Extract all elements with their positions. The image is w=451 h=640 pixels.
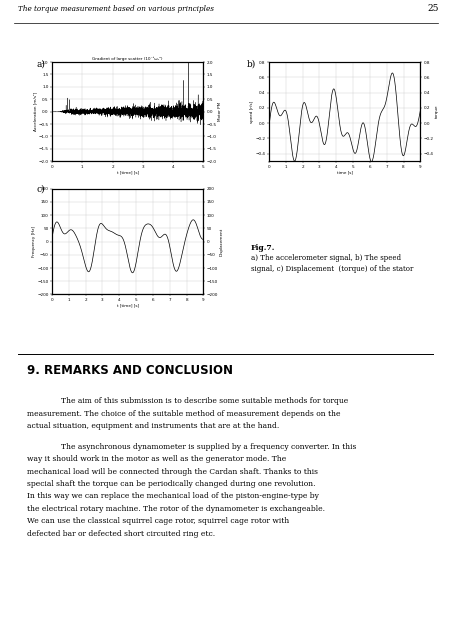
Text: b): b) — [246, 60, 255, 68]
Text: a): a) — [36, 60, 45, 68]
Text: a) The accelerometer signal, b) The speed
signal, c) Displacement  (torque) of t: a) The accelerometer signal, b) The spee… — [250, 254, 412, 273]
Text: 25: 25 — [426, 4, 437, 13]
Y-axis label: Displacement: Displacement — [219, 227, 223, 256]
X-axis label: time [s]: time [s] — [336, 170, 352, 174]
Title: Gradient of large scatter (10⁻³ω₀²): Gradient of large scatter (10⁻³ω₀²) — [92, 56, 162, 61]
Text: The asynchronous dynamometer is supplied by a frequency converter. In this: The asynchronous dynamometer is supplied… — [61, 443, 355, 451]
X-axis label: t [time] [s]: t [time] [s] — [116, 170, 138, 174]
Text: The aim of this submission is to describe some suitable methods for torque: The aim of this submission is to describ… — [61, 397, 348, 406]
Text: 9. REMARKS AND CONCLUSION: 9. REMARKS AND CONCLUSION — [27, 364, 233, 376]
X-axis label: t [time] [s]: t [time] [s] — [116, 303, 138, 307]
Text: In this way we can replace the mechanical load of the piston-engine-type by: In this way we can replace the mechanica… — [27, 493, 318, 500]
Text: The torque measurement based on various principles: The torque measurement based on various … — [18, 4, 214, 13]
Text: Fig.7.: Fig.7. — [250, 244, 275, 252]
Y-axis label: Motor PM: Motor PM — [218, 102, 222, 121]
Text: way it should work in the motor as well as the generator mode. The: way it should work in the motor as well … — [27, 455, 286, 463]
Text: special shaft the torque can be periodically changed during one revolution.: special shaft the torque can be periodic… — [27, 480, 315, 488]
Text: c): c) — [36, 184, 45, 193]
Y-axis label: torque: torque — [434, 105, 438, 118]
Y-axis label: speed [r/s]: speed [r/s] — [249, 100, 253, 123]
Text: We can use the classical squirrel cage rotor, squirrel cage rotor with: We can use the classical squirrel cage r… — [27, 517, 289, 525]
Y-axis label: Frequency [Hz]: Frequency [Hz] — [32, 226, 36, 257]
Text: mechanical load will be connected through the Cardan shaft. Thanks to this: mechanical load will be connected throug… — [27, 468, 318, 476]
Text: measurement. The choice of the suitable method of measurement depends on the: measurement. The choice of the suitable … — [27, 410, 340, 418]
Text: actual situation, equipment and instruments that are at the hand.: actual situation, equipment and instrume… — [27, 422, 279, 431]
Text: defected bar or defected short circuited ring etc.: defected bar or defected short circuited… — [27, 530, 215, 538]
Text: the electrical rotary machine. The rotor of the dynamometer is exchangeable.: the electrical rotary machine. The rotor… — [27, 505, 324, 513]
Y-axis label: Acceleration [m/s²]: Acceleration [m/s²] — [33, 92, 37, 131]
